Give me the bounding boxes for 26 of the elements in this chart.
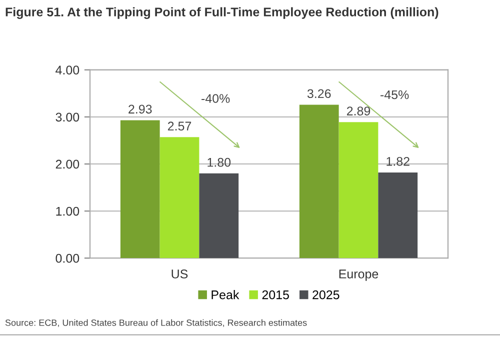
y-tick-label: 0.00 — [56, 254, 80, 263]
x-tick-label: Europe — [339, 270, 378, 281]
data-label: 2.89 — [346, 106, 370, 116]
bar — [120, 120, 160, 258]
data-label: 3.26 — [307, 89, 331, 98]
source-note: Source: ECB, United States Bureau of Labor Statistics, Research estimates — [5, 319, 307, 327]
annotation: -45% — [380, 90, 409, 100]
y-tick-label: 2.00 — [56, 160, 80, 169]
x-tick-label: US — [172, 270, 188, 278]
y-tick-label: 4.00 — [56, 66, 80, 75]
legend-label: 2015 — [262, 290, 289, 300]
annotation: -40% — [202, 94, 230, 103]
data-label: 1.82 — [386, 156, 410, 166]
y-tick-label: 3.00 — [56, 112, 80, 122]
bar — [199, 173, 239, 258]
data-label: 1.80 — [208, 158, 231, 167]
y-tick-label: 1.00 — [56, 206, 80, 216]
legend-label: Peak — [212, 290, 240, 300]
chart-title: Figure 51. At the Tipping Point of Full-Time Employee Reduction (million) — [6, 7, 438, 19]
bar — [338, 122, 378, 258]
data-label: 2.57 — [168, 122, 192, 131]
bar — [378, 172, 418, 258]
bar — [299, 104, 339, 258]
data-label: 2.93 — [128, 104, 152, 114]
bar — [160, 137, 200, 258]
legend-label: 2025 — [312, 290, 340, 300]
